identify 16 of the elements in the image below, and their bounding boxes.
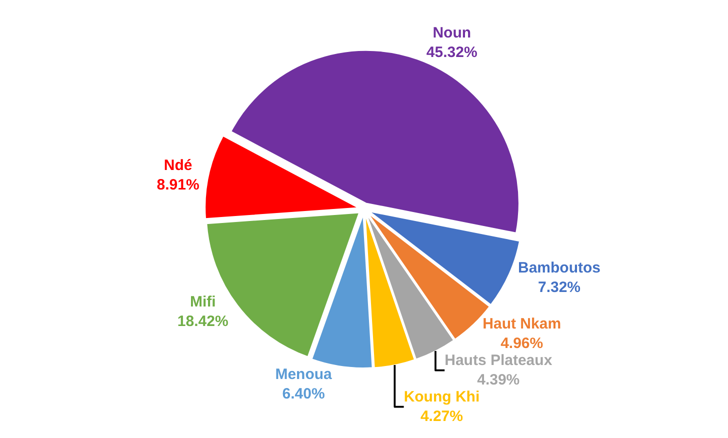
slice-label: Menoua bbox=[275, 366, 333, 384]
slice-label: Haut Nkam bbox=[482, 316, 562, 333]
slice-label: Ndé bbox=[164, 157, 192, 174]
data-label: 8.91% bbox=[156, 176, 200, 194]
data-label: 4.27% bbox=[420, 408, 463, 426]
slice-label: Mifi bbox=[190, 294, 216, 311]
data-label: 6.40% bbox=[282, 386, 325, 403]
slice-label: Hauts Plateaux bbox=[444, 352, 553, 370]
slice-label: Koung Khi bbox=[404, 388, 480, 406]
slice-label: Noun bbox=[432, 24, 472, 42]
data-label: 18.42% bbox=[177, 313, 228, 330]
data-label: 4.96% bbox=[500, 335, 544, 352]
data-label: 45.32% bbox=[426, 44, 478, 62]
data-label: 4.39% bbox=[477, 372, 520, 389]
data-label: 7.32% bbox=[538, 278, 581, 296]
slice-label: Bamboutos bbox=[518, 259, 600, 276]
